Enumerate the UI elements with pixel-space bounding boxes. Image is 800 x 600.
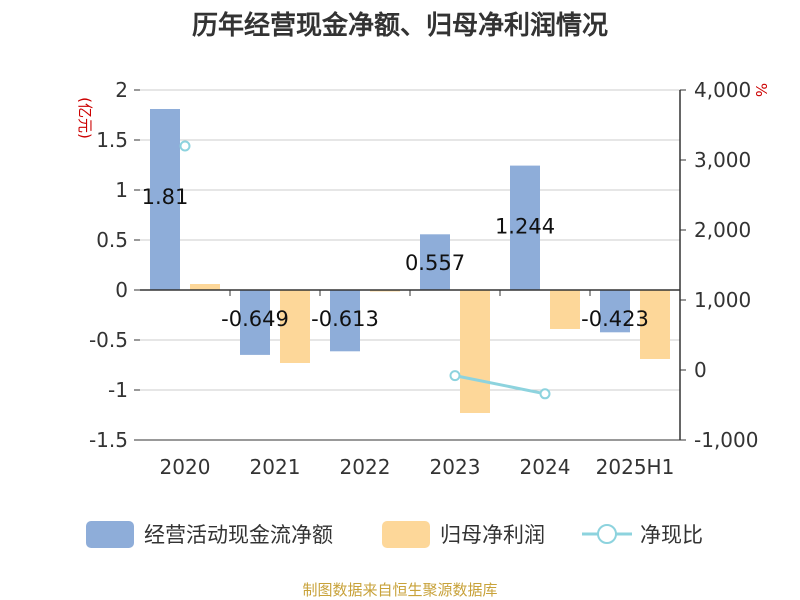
right-axis-tick-label: 2,000 — [694, 218, 751, 242]
bar-net-profit — [550, 290, 580, 329]
ratio-point — [179, 140, 191, 152]
ratio-line-segment — [454, 374, 546, 396]
chart-title: 历年经营现金净额、归母净利润情况 — [192, 10, 608, 41]
x-axis-category-label: 2024 — [520, 455, 571, 479]
left-axis-unit: (亿元) — [76, 97, 94, 139]
bar-net-profit — [640, 290, 670, 359]
data-label: 0.557 — [405, 251, 465, 275]
data-label: -0.423 — [581, 307, 649, 331]
bar-operating-cashflow — [240, 290, 270, 355]
data-label: 1.244 — [495, 215, 555, 239]
legend-swatch-ratio-marker — [597, 524, 617, 544]
left-axis-tick-label: 2 — [115, 78, 128, 102]
bar-net-profit — [280, 290, 310, 363]
bar-operating-cashflow — [510, 165, 540, 290]
x-axis-category-label: 2021 — [250, 455, 301, 479]
legend-label-net-profit: 归母净利润 — [440, 523, 545, 547]
bar-net-profit — [460, 290, 490, 413]
right-axis-tick-label: 0 — [694, 358, 707, 382]
left-axis-tick-label: -0.5 — [89, 328, 128, 352]
x-axis-category-label: 2023 — [430, 455, 481, 479]
right-axis-tick-label: 1,000 — [694, 288, 751, 312]
legend-label-operating-cashflow: 经营活动现金流净额 — [144, 523, 333, 547]
source-note: 制图数据来自恒生聚源数据库 — [302, 581, 497, 599]
bar-net-profit — [190, 284, 220, 290]
right-axis-tick-label: -1,000 — [694, 428, 758, 452]
ratio-point — [449, 370, 461, 382]
legend-swatch-operating-cashflow — [86, 521, 134, 548]
left-axis-tick-label: -1 — [108, 378, 128, 402]
right-axis-unit: % — [752, 83, 770, 97]
right-axis-tick-label: 3,000 — [694, 148, 751, 172]
left-axis-tick-label: 1 — [115, 178, 128, 202]
data-label: -0.613 — [311, 307, 379, 331]
x-axis-category-label: 2025H1 — [596, 455, 675, 479]
right-axis-tick-label: 4,000 — [694, 78, 751, 102]
bar-operating-cashflow — [600, 290, 630, 333]
x-axis-category-label: 2020 — [160, 455, 211, 479]
data-label: -0.649 — [221, 307, 289, 331]
left-axis-tick-label: 0.5 — [96, 228, 128, 252]
bar-operating-cashflow — [330, 290, 360, 352]
bar-operating-cashflow — [420, 234, 450, 290]
bar-operating-cashflow — [150, 109, 180, 290]
left-axis-tick-label: -1.5 — [89, 428, 128, 452]
data-label: 1.81 — [142, 185, 189, 209]
left-axis-tick-label: 0 — [115, 278, 128, 302]
legend-swatch-net-profit — [382, 521, 430, 548]
legend-label-ratio: 净现比 — [640, 523, 703, 547]
ratio-point — [539, 388, 551, 400]
left-axis-tick-label: 1.5 — [96, 128, 128, 152]
x-axis-category-label: 2022 — [340, 455, 391, 479]
